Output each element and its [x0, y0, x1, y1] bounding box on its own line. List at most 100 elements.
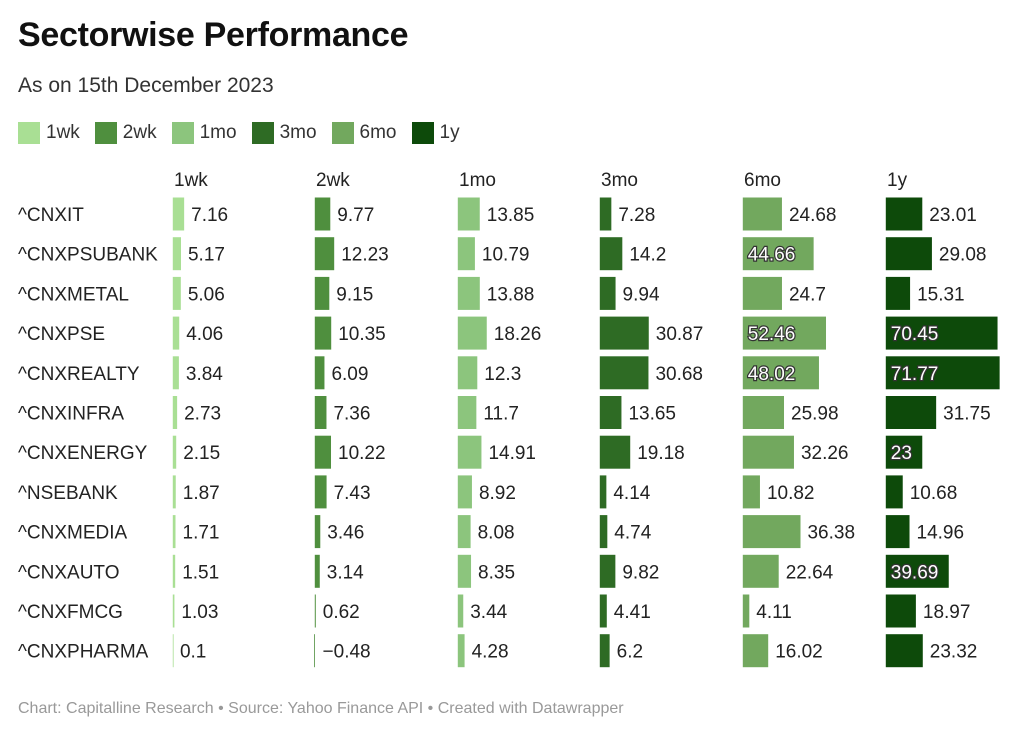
row-label: ^NSEBANK: [18, 483, 118, 504]
value-label: 8.92: [479, 483, 516, 504]
bar-1wk: [172, 554, 176, 588]
chart-title: Sectorwise Performance: [18, 16, 409, 54]
bar-1mo: [457, 594, 464, 628]
chart-subtitle: As on 15th December 2023: [18, 74, 274, 97]
value-label: 30.87: [656, 324, 704, 345]
split-bar-chart: 1wk 2wk 1mo 3mo 6mo 1y ^CNXIT ^CNXPSUBANK ^CNXME…: [18, 170, 1000, 668]
value-label: 5.06: [188, 284, 225, 305]
value-label: 31.75: [943, 404, 991, 425]
bar-1wk: [172, 435, 177, 469]
row-label: ^CNXMETAL: [18, 284, 129, 305]
value-label: 3.46: [327, 523, 364, 544]
value-label: 0.1: [180, 642, 206, 663]
column-header-1wk: 1wk: [174, 170, 208, 191]
legend-swatch: [18, 122, 40, 144]
value-label: 52.46: [748, 324, 796, 345]
bar-3mo: [599, 197, 612, 231]
bar-1wk: [172, 316, 180, 350]
value-label: 6.09: [331, 364, 368, 385]
bar-1wk: [172, 594, 175, 628]
value-label: 36.38: [807, 523, 855, 544]
value-label: 14.96: [917, 523, 965, 544]
bar-1mo: [457, 396, 477, 429]
value-label: 0.62: [323, 602, 360, 623]
value-label: 8.35: [478, 562, 515, 583]
value-label: 30.68: [655, 364, 703, 385]
column-header-3mo: 3mo: [601, 170, 638, 191]
bar-1y: [885, 634, 923, 668]
bar-6mo: [742, 237, 814, 271]
bar-2wk: [314, 276, 330, 310]
bar-3mo: [599, 594, 607, 628]
value-label: 13.85: [487, 205, 535, 226]
value-label: 13.65: [628, 404, 676, 425]
value-label: 15.31: [917, 284, 965, 305]
bar-1mo: [457, 237, 475, 271]
value-label: 1.03: [181, 602, 218, 623]
bar-1mo: [457, 197, 480, 231]
value-label: 9.77: [337, 205, 374, 226]
bar-1y: [885, 356, 1000, 390]
bar-6mo: [742, 316, 827, 350]
value-label: 6.2: [617, 642, 643, 663]
bar-3mo: [599, 515, 608, 549]
value-label: −0.48: [323, 642, 371, 663]
bar-6mo: [742, 594, 750, 628]
bar-1mo: [457, 515, 471, 549]
legend-swatch: [251, 122, 274, 144]
value-label: 3.84: [186, 364, 223, 385]
value-label: 8.08: [478, 523, 515, 544]
value-label: 13.88: [487, 284, 535, 305]
value-label: 2.73: [184, 404, 221, 425]
row-label: ^CNXMEDIA: [18, 523, 128, 544]
value-label: 4.74: [614, 523, 651, 544]
value-label: 1.87: [183, 483, 220, 504]
value-label: 4.41: [614, 602, 651, 623]
bar-1wk: [172, 276, 181, 310]
column-header-1y: 1y: [887, 170, 908, 191]
value-label: 9.15: [336, 284, 373, 305]
value-label: 24.68: [789, 205, 837, 226]
legend-label: 1mo: [199, 122, 237, 143]
bar-3mo: [599, 396, 622, 429]
value-label: 23.32: [930, 642, 978, 663]
value-label: 4.06: [186, 324, 223, 345]
value-label: 9.82: [622, 562, 659, 583]
bar-1y: [885, 554, 949, 588]
bar-1mo: [457, 475, 472, 509]
legend-swatch: [171, 122, 194, 144]
value-label: 9.94: [623, 284, 660, 305]
bar-6mo: [742, 634, 769, 668]
bar-1wk: [172, 515, 176, 549]
value-label: 2.15: [183, 443, 220, 464]
column-header-1mo: 1mo: [459, 170, 496, 191]
value-label: 7.28: [618, 205, 655, 226]
bar-2wk: [314, 356, 325, 390]
value-label: 11.7: [483, 404, 519, 425]
row-label: ^CNXPSE: [18, 324, 105, 345]
value-label: 32.26: [801, 443, 849, 464]
legend-item-1y: 1y: [411, 122, 460, 144]
legend-item-3mo: 3mo: [251, 122, 317, 144]
value-label: 24.7: [789, 284, 826, 305]
bar-1wk: [172, 475, 176, 509]
bar-2wk: [314, 554, 320, 588]
value-label: 29.08: [939, 245, 987, 266]
value-label: 4.28: [472, 642, 509, 663]
row-label: ^CNXAUTO: [18, 562, 119, 583]
bar-1y: [885, 475, 903, 509]
bar-6mo: [742, 356, 819, 390]
legend-label: 3mo: [279, 122, 317, 143]
value-label: 44.66: [748, 245, 796, 266]
bar-3mo: [599, 475, 607, 509]
bar-1mo: [457, 356, 478, 390]
bar-3mo: [599, 276, 616, 310]
bar-3mo: [599, 356, 649, 390]
row-label: ^CNXPSUBANK: [18, 245, 158, 266]
bar-3mo: [599, 435, 631, 469]
value-label: 19.18: [637, 443, 685, 464]
value-label: 14.2: [629, 245, 666, 266]
bar-6mo: [742, 435, 794, 469]
value-label: 1.51: [182, 562, 219, 583]
bar-1y: [885, 237, 932, 271]
